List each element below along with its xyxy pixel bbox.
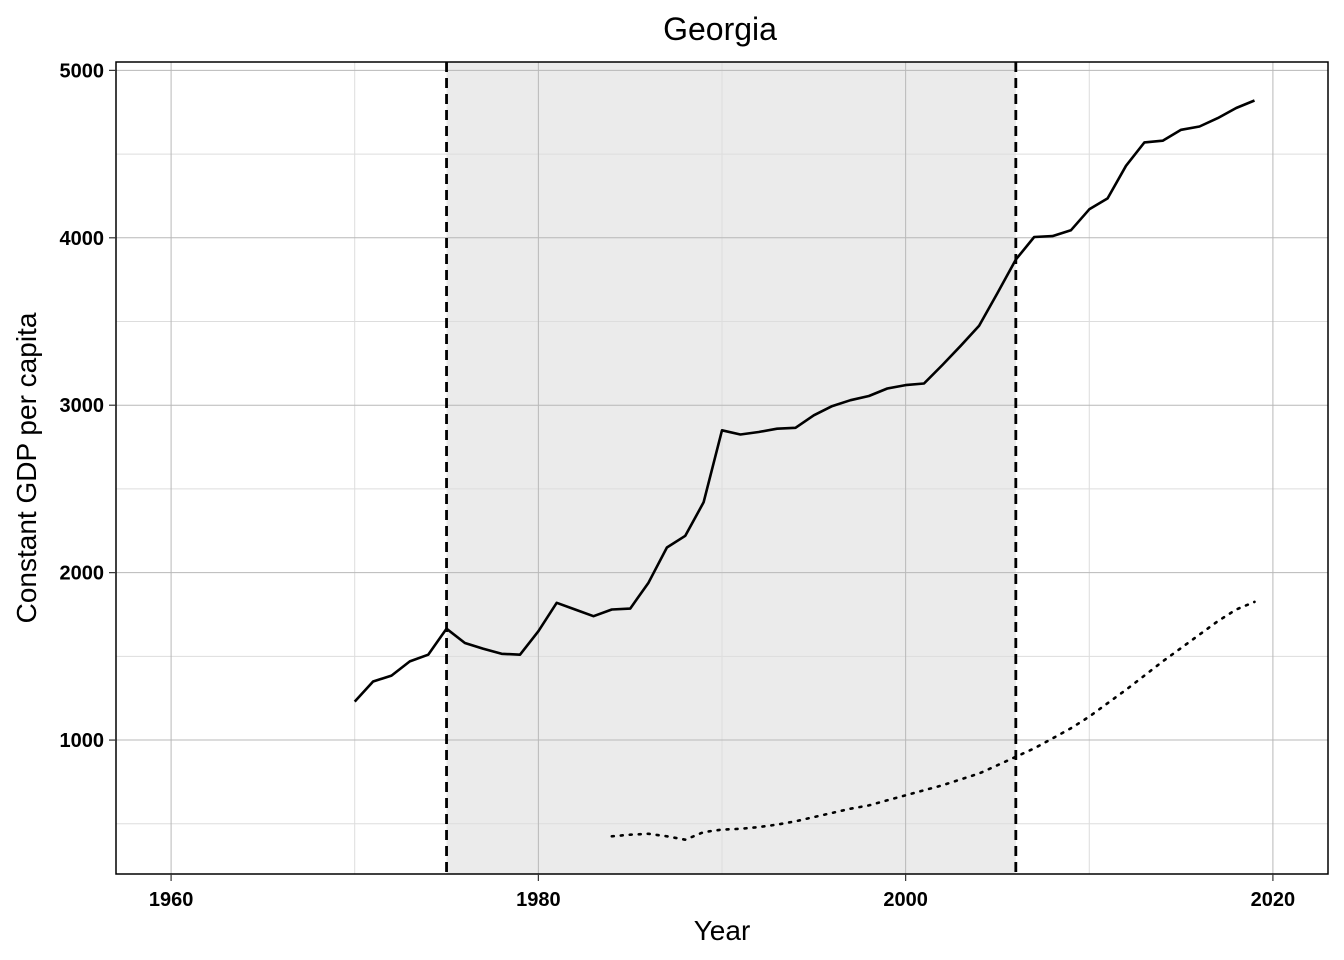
y-tick-label: 1000: [60, 730, 105, 752]
shaded-region: [446, 62, 1016, 874]
x-tick-label: 1980: [516, 889, 561, 911]
plot-border: [115, 61, 1329, 875]
series-line-dotted: [610, 600, 1256, 842]
x-axis-title: Year: [694, 915, 751, 946]
y-axis-title: Constant GDP per capita: [11, 312, 42, 623]
x-tick-label: 2000: [883, 889, 928, 911]
series-line-solid: [353, 99, 1255, 703]
x-tick-label: 1960: [149, 889, 194, 911]
chart-title: Georgia: [663, 11, 777, 47]
y-tick-label: 2000: [60, 563, 105, 585]
y-tick-label: 5000: [60, 60, 105, 82]
y-tick-label: 3000: [60, 395, 105, 417]
y-tick-label: 4000: [60, 228, 105, 250]
plot-area: 1960 1980 2000 2020 1000 2000 3000 4000 5000: [60, 60, 1329, 911]
x-tick-label: 2020: [1251, 889, 1296, 911]
